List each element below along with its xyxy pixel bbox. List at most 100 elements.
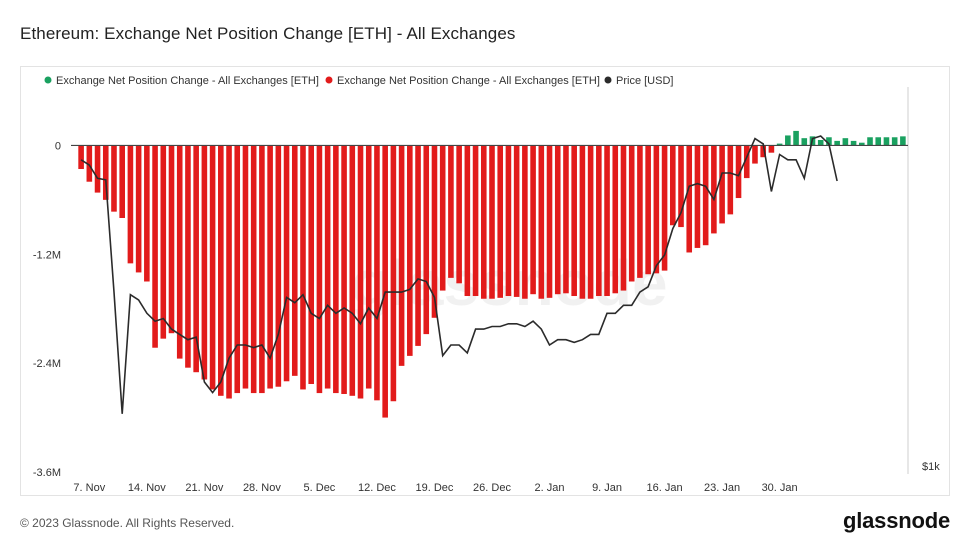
y-axis-left: 0 -1.2M -2.4M -3.6M xyxy=(33,140,61,479)
bar-15 xyxy=(201,145,208,380)
x-tick-label-11: 23. Jan xyxy=(704,482,740,494)
bar-9 xyxy=(152,145,158,348)
bar-83 xyxy=(760,145,766,158)
bar-45 xyxy=(448,145,454,278)
legend-label-1[interactable]: Exchange Net Position Change - All Excha… xyxy=(337,75,600,87)
bar-11 xyxy=(168,145,175,334)
legend-label-2[interactable]: Price [USD] xyxy=(616,75,673,87)
x-tick-label-4: 5. Dec xyxy=(304,482,336,494)
bar-80 xyxy=(735,145,742,199)
bar-24 xyxy=(275,145,282,387)
bar-61 xyxy=(579,145,586,299)
bar-54 xyxy=(522,145,528,299)
bar-67 xyxy=(628,145,635,282)
bar-33 xyxy=(349,145,356,396)
bar-18 xyxy=(226,145,232,399)
bar-29 xyxy=(316,145,323,394)
x-tick-label-2: 21. Nov xyxy=(185,482,223,494)
x-tick-label-7: 26. Dec xyxy=(473,482,511,494)
y-axis-right: $1k xyxy=(922,461,940,473)
bar-94 xyxy=(850,140,857,146)
bar-95 xyxy=(859,142,865,146)
bar-87 xyxy=(793,130,799,146)
bar-39 xyxy=(398,145,405,366)
bar-40 xyxy=(407,145,413,356)
y-tick-label-0: 0 xyxy=(55,140,61,152)
bar-57 xyxy=(546,145,553,298)
bar-72 xyxy=(669,145,676,226)
bar-31 xyxy=(333,145,339,394)
bar-97 xyxy=(875,137,882,146)
bar-100 xyxy=(900,136,906,146)
bar-84 xyxy=(768,145,775,153)
bar-75 xyxy=(694,145,701,248)
bar-22 xyxy=(259,145,265,394)
bar-99 xyxy=(891,137,898,146)
bar-86 xyxy=(785,135,791,146)
bar-93 xyxy=(842,138,849,146)
legend-marker-2 xyxy=(604,76,612,84)
x-tick-label-1: 14. Nov xyxy=(128,482,166,494)
bar-77 xyxy=(711,145,717,234)
bar-1 xyxy=(86,145,93,182)
bar-91 xyxy=(826,137,832,146)
bar-50 xyxy=(489,145,495,299)
bar-66 xyxy=(620,145,627,291)
bar-21 xyxy=(250,145,257,394)
x-tick-label-6: 19. Dec xyxy=(416,482,454,494)
price-line xyxy=(80,135,838,414)
bar-34 xyxy=(357,145,364,399)
bar-35 xyxy=(365,145,372,389)
bar-64 xyxy=(604,145,610,297)
bar-47 xyxy=(464,145,471,297)
legend-label-0[interactable]: Exchange Net Position Change - All Excha… xyxy=(56,75,319,87)
bar-96 xyxy=(867,137,873,146)
bar-12 xyxy=(176,145,183,359)
bar-98 xyxy=(883,137,890,146)
bar-49 xyxy=(480,145,487,299)
legend-marker-0 xyxy=(44,76,52,84)
bar-46 xyxy=(456,145,462,284)
bar-44 xyxy=(439,145,446,291)
x-tick-label-12: 30. Jan xyxy=(762,482,798,494)
bar-69 xyxy=(645,145,651,275)
bar-0 xyxy=(78,145,84,170)
y-tick-label-2: -2.4M xyxy=(33,358,61,370)
x-tick-label-10: 16. Jan xyxy=(647,482,683,494)
chart-svg: glassnode Exchange Net Position Change -… xyxy=(33,75,940,494)
bar-6 xyxy=(127,145,134,264)
bar-43 xyxy=(431,145,438,318)
bar-81 xyxy=(743,145,750,179)
bar-53 xyxy=(513,145,520,297)
x-tick-label-0: 7. Nov xyxy=(73,482,105,494)
bar-41 xyxy=(415,145,421,346)
bar-73 xyxy=(678,145,684,228)
bar-68 xyxy=(637,145,643,278)
y-right-tick-label-0: $1k xyxy=(922,461,940,473)
footer-copyright: © 2023 Glassnode. All Rights Reserved. xyxy=(20,516,235,530)
bar-7 xyxy=(135,145,142,273)
bar-4 xyxy=(111,145,117,212)
bar-48 xyxy=(472,145,479,297)
bar-51 xyxy=(497,145,504,298)
bar-17 xyxy=(218,145,224,396)
bar-5 xyxy=(119,145,125,218)
legend-marker-1 xyxy=(325,76,333,84)
bar-2 xyxy=(94,145,101,193)
bar-71 xyxy=(661,145,668,271)
bar-90 xyxy=(817,139,824,146)
bar-16 xyxy=(209,145,216,390)
bar-26 xyxy=(291,145,298,376)
bar-76 xyxy=(702,145,709,246)
bar-37 xyxy=(382,145,388,418)
bar-88 xyxy=(801,138,808,146)
x-tick-label-3: 28. Nov xyxy=(243,482,281,494)
bar-38 xyxy=(390,145,397,402)
bar-3 xyxy=(102,145,109,200)
bar-20 xyxy=(242,145,249,389)
x-axis: 7. Nov 14. Nov 21. Nov 28. Nov 5. Dec 12. Dec… xyxy=(73,482,797,494)
bar-63 xyxy=(596,145,602,297)
bar-19 xyxy=(234,145,241,394)
x-tick-label-9: 9. Jan xyxy=(592,482,622,494)
bar-52 xyxy=(505,145,512,297)
